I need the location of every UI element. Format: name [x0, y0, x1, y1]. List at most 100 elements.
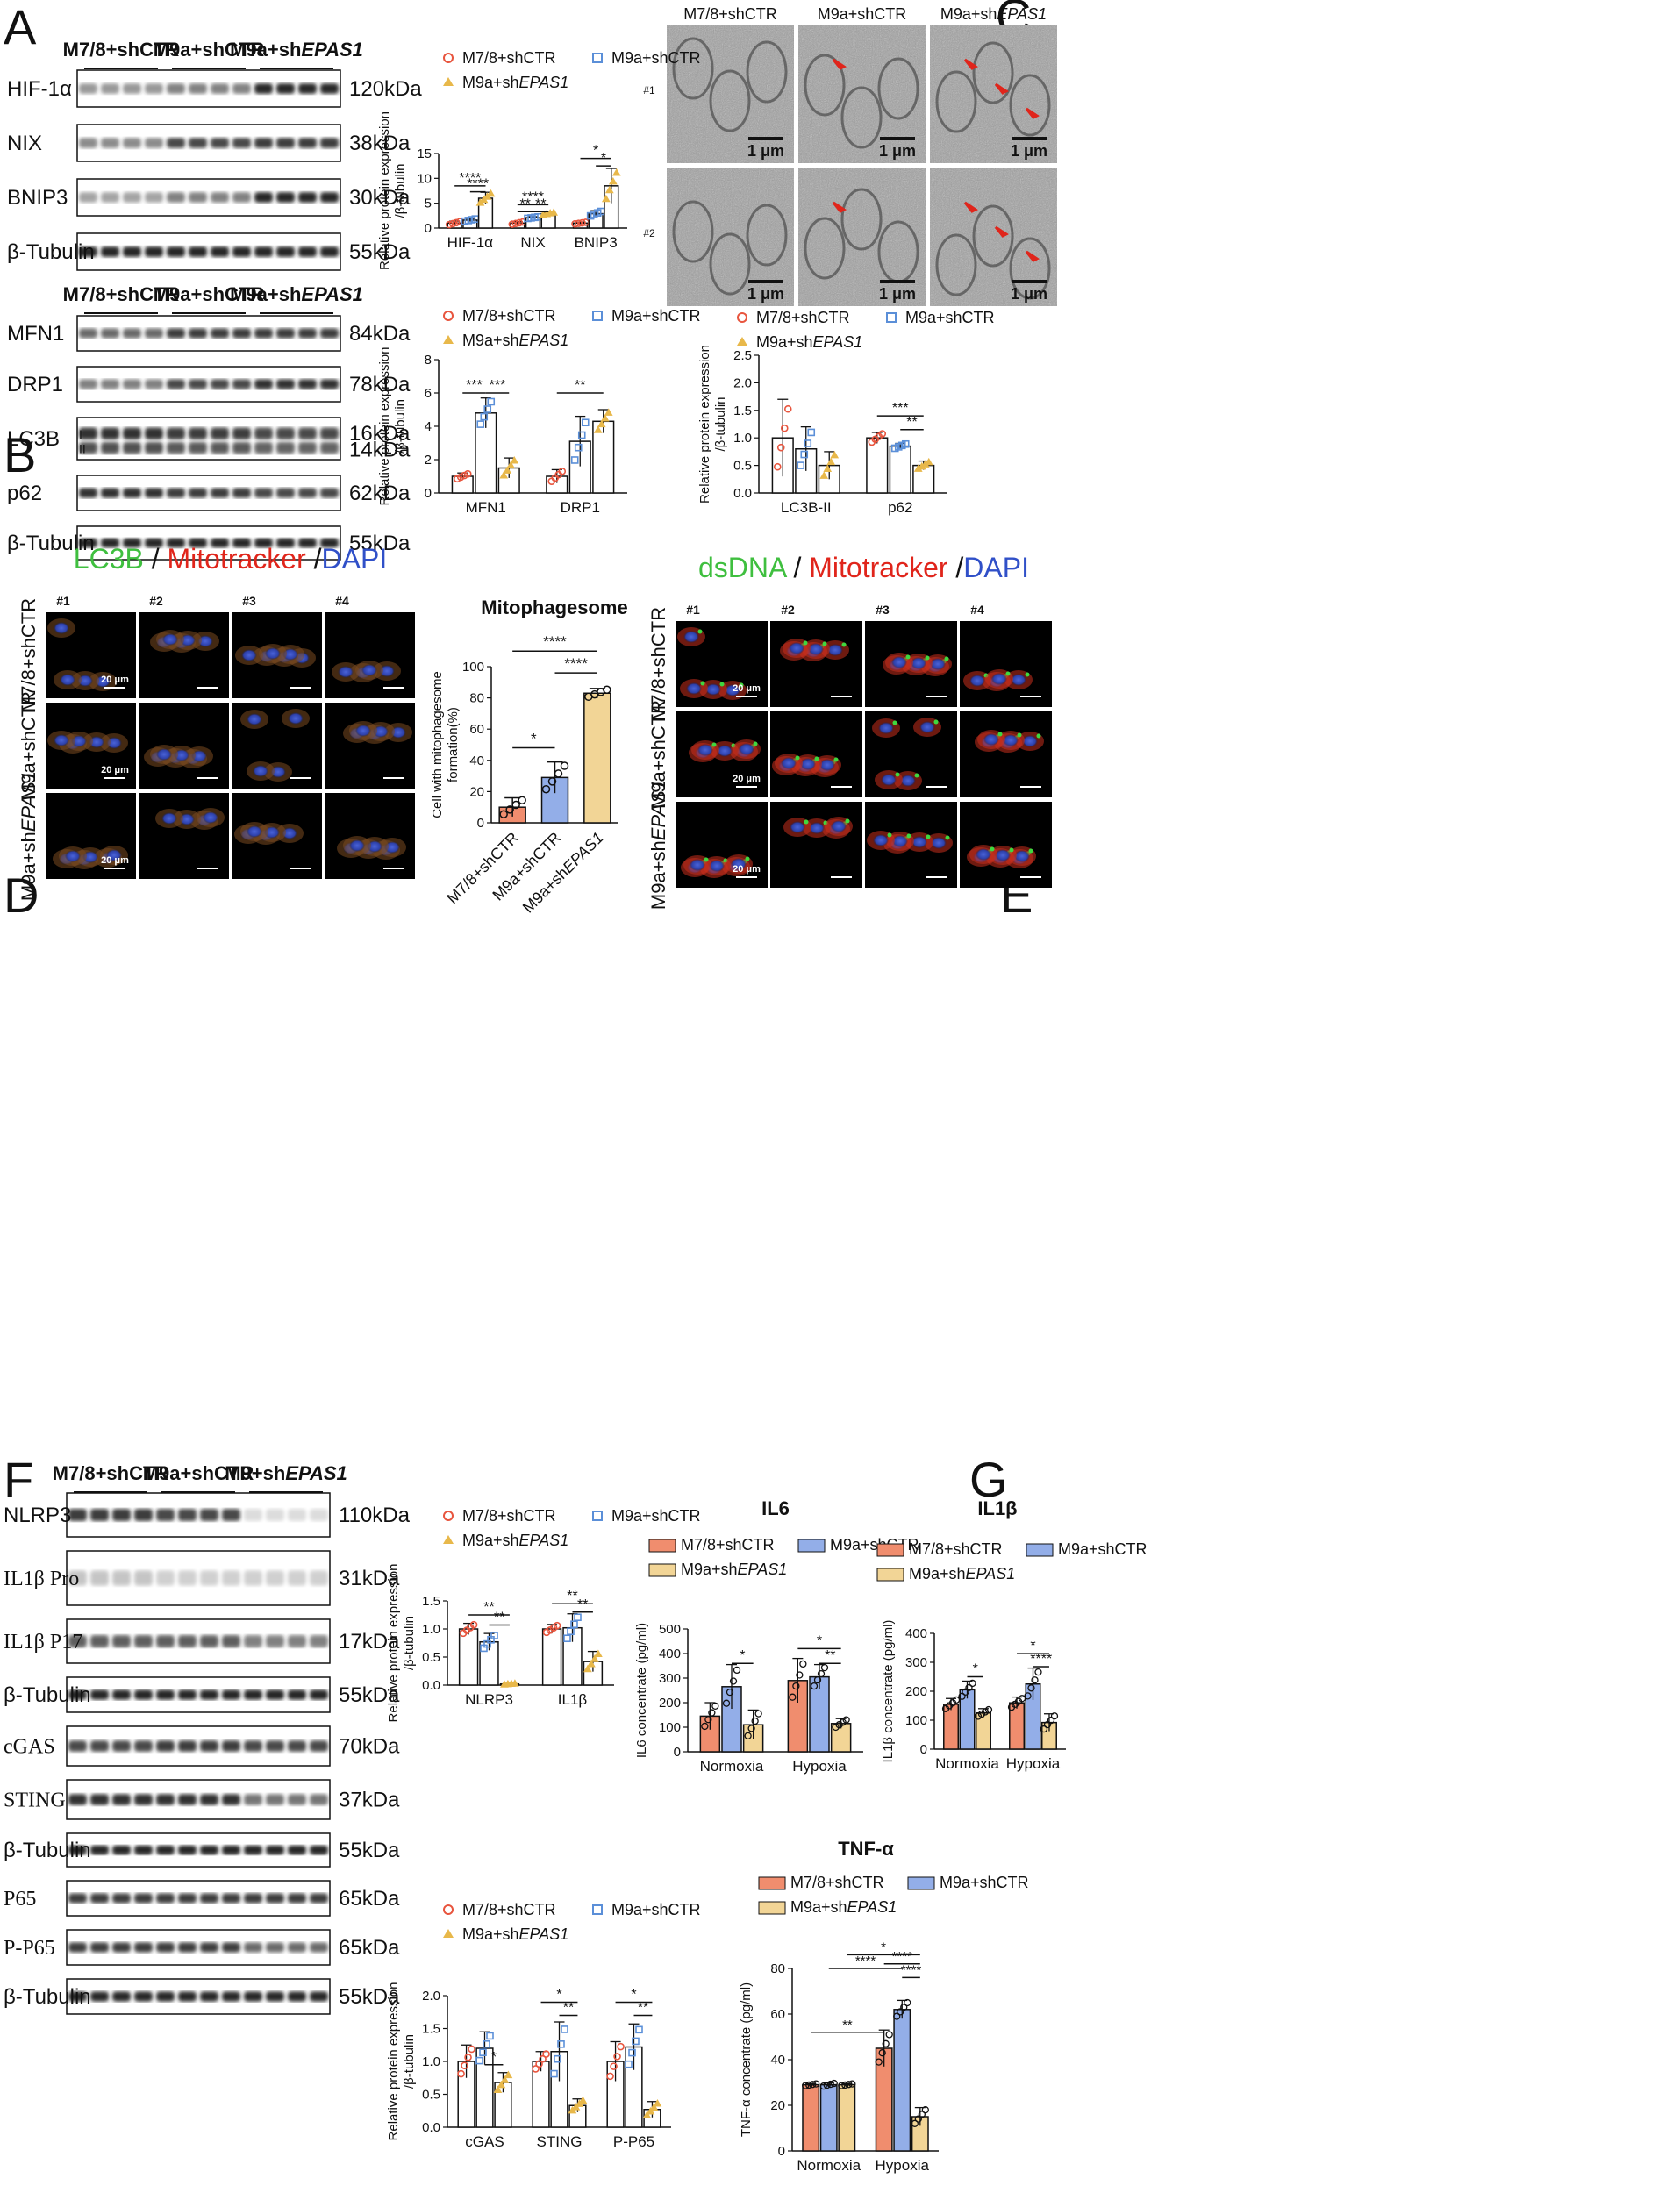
y-tick-label: 100 [659, 1720, 681, 1735]
em-arrow-marker [994, 225, 1009, 238]
blot-band [79, 441, 97, 454]
blot-band [288, 1794, 306, 1805]
chart-title: Mitophagesome [481, 596, 627, 618]
em-organelle [935, 233, 977, 296]
blot-band [254, 328, 273, 339]
em-organelle [746, 40, 788, 104]
data-point [882, 2039, 890, 2047]
blot-band [90, 1794, 109, 1805]
blot-protein-label: DRP1 [7, 373, 63, 396]
blot-band [320, 379, 339, 389]
blot-band [298, 246, 317, 257]
fluor-dsdna-dot [739, 682, 744, 688]
fluor-cell-nucleus [54, 734, 69, 746]
data-point [904, 1998, 911, 2007]
blot-band [112, 1845, 131, 1855]
legend-swatch [737, 312, 747, 323]
legend-label: M7/8+shCTR [462, 49, 556, 67]
fluor-scale-label: 20 μm [101, 675, 129, 685]
fluor-cell-nucleus [690, 859, 705, 871]
x-tick-label: MFN1 [466, 499, 506, 516]
blot-band-sub-label: I [79, 427, 82, 441]
data-point [503, 466, 512, 474]
blot-band [232, 246, 251, 257]
em-arrow-marker [832, 58, 847, 70]
y-tick-label: 8 [425, 353, 432, 368]
bar [458, 1628, 479, 1686]
blot-band [320, 441, 339, 454]
blot-band [123, 138, 141, 148]
blot-band [123, 328, 141, 339]
y-tick-label: 80 [770, 1961, 785, 1976]
significance-label: * [817, 1633, 822, 1648]
blot-band [276, 192, 295, 203]
significance-label: *** [490, 378, 506, 393]
y-tick-label: 10 [417, 171, 432, 186]
significance-label: **** [564, 655, 588, 672]
significance-label: **** [522, 189, 544, 204]
data-point [497, 2080, 506, 2089]
x-tick-label: BNIP3 [575, 234, 618, 251]
fluor-column-label: #3 [242, 594, 256, 608]
fluor-dsdna-dot [1009, 847, 1014, 853]
blot-band [167, 246, 185, 257]
legend-swatch [443, 77, 454, 86]
blot-band [145, 427, 163, 439]
fluor-cell-nucleus [65, 850, 81, 862]
blot-band [189, 192, 207, 203]
y-tick-label: 2.0 [733, 375, 752, 390]
data-point [464, 2054, 472, 2061]
blot-band [178, 1509, 197, 1521]
data-point [567, 1627, 575, 1636]
fluor-cell-nucleus [731, 858, 747, 870]
blot-band [178, 1740, 197, 1752]
blot-protein-label: β-Tubulin [7, 532, 95, 555]
fluor-column-label: #2 [781, 603, 795, 617]
fluor-dsdna-dot [697, 629, 703, 634]
data-point [875, 2058, 883, 2066]
blot-band [134, 1794, 153, 1805]
data-point [751, 1717, 759, 1725]
blot-frame [76, 417, 341, 461]
blot-band [232, 328, 251, 339]
fluor-cell-nucleus [983, 733, 999, 746]
data-point [541, 784, 551, 794]
blot-band [178, 1991, 197, 2002]
data-point [773, 462, 782, 471]
data-point [535, 2060, 543, 2068]
blot-kda-label: 65kDa [339, 1887, 400, 1911]
fluor-image [770, 621, 862, 707]
blot-band [298, 138, 317, 148]
y-tick-label: 4 [425, 419, 432, 434]
blot-band [79, 488, 97, 498]
blot-band [276, 246, 295, 257]
data-point [587, 1659, 596, 1668]
fluor-column-label: #3 [876, 603, 890, 617]
data-point [594, 1649, 603, 1657]
data-point [802, 2082, 810, 2089]
blot-band [266, 1794, 284, 1805]
blot-band [310, 1740, 328, 1752]
blot-band [79, 83, 97, 94]
blot-band [232, 488, 251, 498]
fluor-dsdna-dot [906, 833, 911, 839]
data-point [479, 2048, 487, 2056]
fluor-dsdna-dot [753, 741, 758, 746]
data-point [754, 1710, 762, 1718]
panel-letter-g: G [969, 1452, 1008, 1507]
fluor-image [770, 802, 862, 888]
blot-band [134, 1635, 153, 1647]
y-tick-label: 1.0 [733, 431, 752, 446]
fluor-cell-nucleus [930, 658, 946, 670]
blot-band [145, 488, 163, 498]
em-arrow-marker [994, 82, 1009, 95]
fluor-dsdna-dot [822, 641, 827, 646]
data-point [1031, 1676, 1039, 1684]
blot-band [288, 1845, 306, 1855]
fluor-cell-nucleus [349, 839, 365, 852]
blot-band [298, 488, 317, 498]
data-point [628, 2048, 636, 2057]
blot-band [266, 1509, 284, 1521]
y-axis-label: /β-tubulin [402, 2034, 417, 2089]
blot-band [222, 1740, 240, 1752]
